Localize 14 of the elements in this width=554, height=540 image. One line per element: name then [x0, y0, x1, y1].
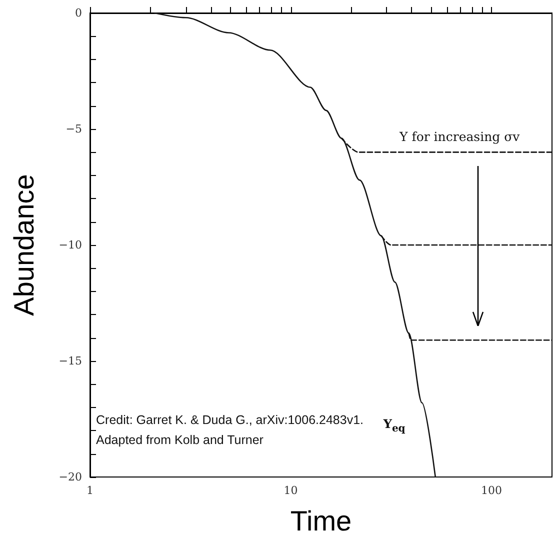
x-tick-label: 1 [86, 484, 94, 497]
y-tick-label: 0 [75, 6, 82, 20]
x-axis-title: Time [290, 506, 352, 536]
x-tick-label: 10 [284, 484, 298, 497]
annotation: Credit: Garret K. & Duda G., arXiv:1006.2483v1. [96, 413, 364, 427]
y-axis-title: Abundance [8, 174, 40, 316]
y-tick-label: −15 [58, 354, 82, 368]
x-tick-label: 100 [481, 484, 502, 497]
annotation: Adapted from Kolb and Turner [96, 433, 264, 447]
y-tick-label: −20 [58, 470, 82, 484]
annotation: Y for increasing σv [399, 129, 520, 144]
y-tick-label: −5 [66, 122, 82, 136]
y-tick-label: −10 [58, 238, 82, 252]
series-label: Y$_{eq}$ [383, 417, 406, 434]
